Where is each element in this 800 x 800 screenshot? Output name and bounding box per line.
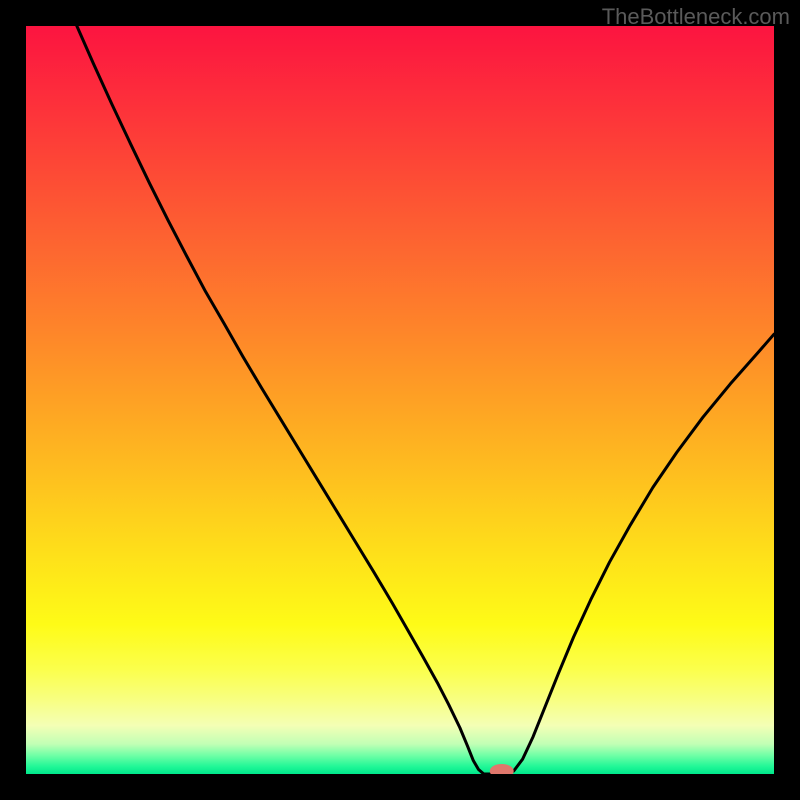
chart-svg <box>0 0 800 800</box>
plot-area <box>26 26 774 774</box>
chart-root: TheBottleneck.com <box>0 0 800 800</box>
